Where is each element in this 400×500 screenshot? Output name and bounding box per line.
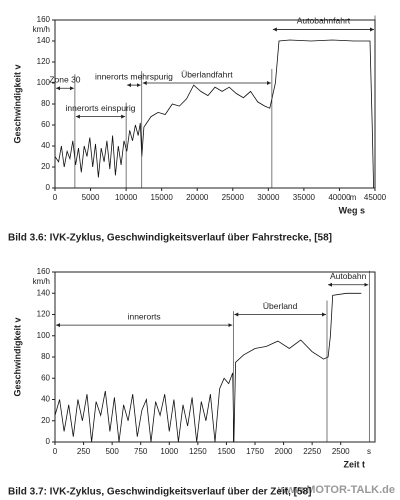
annotation-label: innerorts mehrspurig <box>95 71 173 81</box>
y-tick-label: 160 <box>37 15 51 24</box>
x-tick-label: 250 <box>77 447 91 456</box>
annotation-label: innerorts einspurig <box>66 103 136 113</box>
x-axis-label: Zeit t <box>344 459 366 469</box>
y-tick-label: 60 <box>41 373 50 382</box>
y-axis-label: Geschwindigkeit v <box>12 64 22 143</box>
x-tick-label: 2250 <box>303 447 321 456</box>
y-tick-label: 100 <box>37 78 51 87</box>
x-tick-label: 0 <box>53 447 58 456</box>
x-tick-label: 30000 <box>257 193 280 202</box>
x-unit: s <box>367 447 371 456</box>
y-tick-label: 140 <box>37 288 51 297</box>
caption: Bild 3.6: IVK-Zyklus, Geschwindigkeitsve… <box>8 233 332 244</box>
y-axis-label: Geschwindigkeit v <box>12 317 22 396</box>
x-unit: m <box>350 193 357 202</box>
x-tick-label: 45000 <box>364 193 387 202</box>
speed-line <box>54 292 362 443</box>
x-axis-label: Weg s <box>339 205 365 215</box>
annotation-label: innerorts <box>128 311 161 321</box>
y-tick-label: 80 <box>41 99 50 108</box>
y-tick-label: 0 <box>46 437 51 446</box>
annotation-label: Überland <box>263 301 298 311</box>
y-unit: km/h <box>33 277 50 286</box>
y-tick-label: 0 <box>46 183 51 192</box>
annotation-label: Zone 30 <box>49 75 80 85</box>
x-tick-label: 0 <box>53 193 58 202</box>
x-tick-label: 500 <box>105 447 119 456</box>
y-unit: km/h <box>33 25 50 34</box>
y-tick-label: 120 <box>37 310 51 319</box>
x-tick-label: 2000 <box>275 447 293 456</box>
y-tick-label: 100 <box>37 331 51 340</box>
x-tick-label: 15000 <box>151 193 174 202</box>
x-tick-label: 40000 <box>328 193 351 202</box>
x-tick-label: 1750 <box>246 447 264 456</box>
y-tick-label: 40 <box>41 141 50 150</box>
annotation-label: Überlandfahrt <box>181 69 233 79</box>
y-tick-label: 80 <box>41 352 50 361</box>
x-tick-label: 5000 <box>82 193 100 202</box>
x-tick-label: 750 <box>134 447 148 456</box>
speed-line <box>54 39 374 189</box>
annotation-label: Autobahnfahrt <box>297 16 351 26</box>
x-tick-label: 1250 <box>189 447 207 456</box>
annotation-label: Autobahn <box>330 271 367 281</box>
watermark: www.MOTOR-TALK.de <box>277 484 395 496</box>
x-tick-label: 2500 <box>332 447 350 456</box>
y-tick-label: 160 <box>37 267 51 276</box>
y-tick-label: 20 <box>41 162 50 171</box>
x-tick-label: 25000 <box>222 193 245 202</box>
x-tick-label: 20000 <box>186 193 209 202</box>
x-tick-label: 35000 <box>293 193 316 202</box>
caption: Bild 3.7: IVK-Zyklus, Geschwindigkeitsve… <box>8 487 311 498</box>
y-tick-label: 40 <box>41 395 50 404</box>
y-tick-label: 120 <box>37 57 51 66</box>
x-tick-label: 1500 <box>218 447 236 456</box>
y-tick-label: 20 <box>41 416 50 425</box>
x-tick-label: 10000 <box>115 193 138 202</box>
y-tick-label: 60 <box>41 120 50 129</box>
x-tick-label: 1000 <box>160 447 178 456</box>
y-tick-label: 140 <box>37 36 51 45</box>
